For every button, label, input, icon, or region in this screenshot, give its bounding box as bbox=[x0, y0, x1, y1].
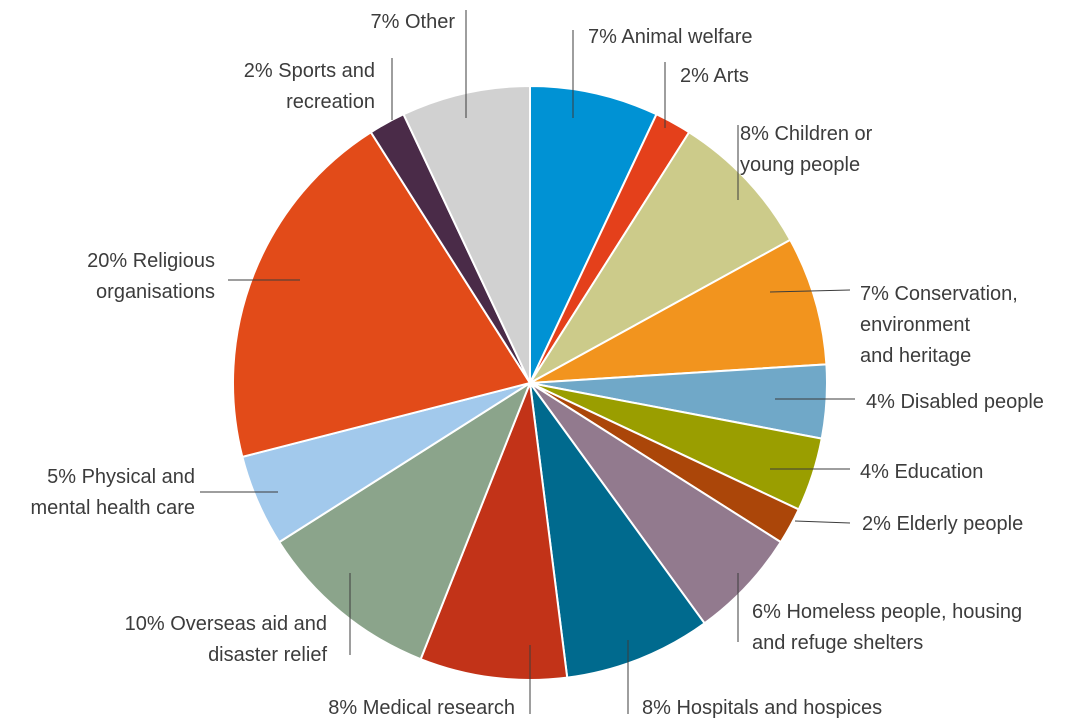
slice-label-line: 2% Arts bbox=[680, 65, 749, 87]
slice-label-conservation: 7% Conservation, environment and heritage bbox=[860, 283, 1018, 367]
slice-label-religious: 20% Religious organisations bbox=[87, 250, 215, 303]
pie-slice-overseas bbox=[278, 382, 531, 661]
slice-label-line: recreation bbox=[286, 91, 375, 113]
pie-slices bbox=[232, 85, 828, 681]
slice-label-line: organisations bbox=[96, 281, 215, 303]
slice-label-line: and refuge shelters bbox=[752, 632, 923, 654]
slice-labels: 7% Animal welfare 2% Arts 8% Children or yo… bbox=[30, 11, 1043, 719]
slice-label-line: young people bbox=[740, 154, 860, 176]
pie-slice-medical bbox=[419, 382, 569, 681]
pie-slice-animal bbox=[529, 85, 658, 384]
slice-label-medical: 8% Medical research bbox=[328, 697, 515, 719]
pie-slice-hospitals bbox=[529, 382, 706, 679]
pie-slice-conservation bbox=[529, 238, 828, 384]
slice-label-line: 2% Elderly people bbox=[862, 513, 1023, 535]
slice-label-line: 20% Religious bbox=[87, 250, 215, 272]
slice-label-line: environment bbox=[860, 314, 971, 336]
pie-slice-other bbox=[402, 85, 531, 384]
label-leader-lines bbox=[200, 10, 855, 714]
slice-label-education: 4% Education bbox=[860, 461, 983, 483]
slice-label-arts: 2% Arts bbox=[680, 65, 749, 87]
slice-label-line: and heritage bbox=[860, 345, 971, 367]
slice-label-line: 8% Medical research bbox=[328, 697, 515, 719]
slice-label-disabled: 4% Disabled people bbox=[866, 391, 1044, 413]
slice-label-elderly: 2% Elderly people bbox=[862, 513, 1023, 535]
slice-label-line: 4% Disabled people bbox=[866, 391, 1044, 413]
slice-label-children: 8% Children or young people bbox=[740, 123, 873, 176]
leader-line-conservation bbox=[769, 289, 851, 293]
slice-label-sports: 2% Sports and recreation bbox=[244, 60, 375, 113]
slice-label-line: disaster relief bbox=[208, 644, 327, 666]
slice-label-overseas: 10% Overseas aid and disaster relief bbox=[125, 613, 328, 666]
slice-label-line: 8% Children or bbox=[740, 123, 873, 145]
slice-label-animal: 7% Animal welfare bbox=[588, 26, 753, 48]
slice-label-line: 5% Physical and bbox=[47, 466, 195, 488]
slice-label-physical: 5% Physical and mental health care bbox=[30, 466, 195, 519]
slice-label-line: 10% Overseas aid and bbox=[125, 613, 327, 635]
leader-line-elderly bbox=[794, 520, 851, 524]
slice-label-line: 8% Hospitals and hospices bbox=[642, 697, 882, 719]
pie-slice-religious bbox=[232, 131, 531, 458]
slice-label-homeless: 6% Homeless people, housing and refuge sh… bbox=[752, 601, 1022, 654]
slice-label-line: 7% Animal welfare bbox=[588, 26, 753, 48]
slice-label-line: 6% Homeless people, housing bbox=[752, 601, 1022, 623]
slice-label-other: 7% Other bbox=[371, 11, 456, 33]
pie-slice-children bbox=[529, 131, 792, 384]
slice-label-line: 4% Education bbox=[860, 461, 983, 483]
slice-label-line: mental health care bbox=[30, 497, 195, 519]
slice-label-line: 7% Conservation, bbox=[860, 283, 1018, 305]
slice-label-line: 2% Sports and bbox=[244, 60, 375, 82]
slice-label-line: 7% Other bbox=[371, 11, 456, 33]
slice-label-hospitals: 8% Hospitals and hospices bbox=[642, 697, 882, 719]
